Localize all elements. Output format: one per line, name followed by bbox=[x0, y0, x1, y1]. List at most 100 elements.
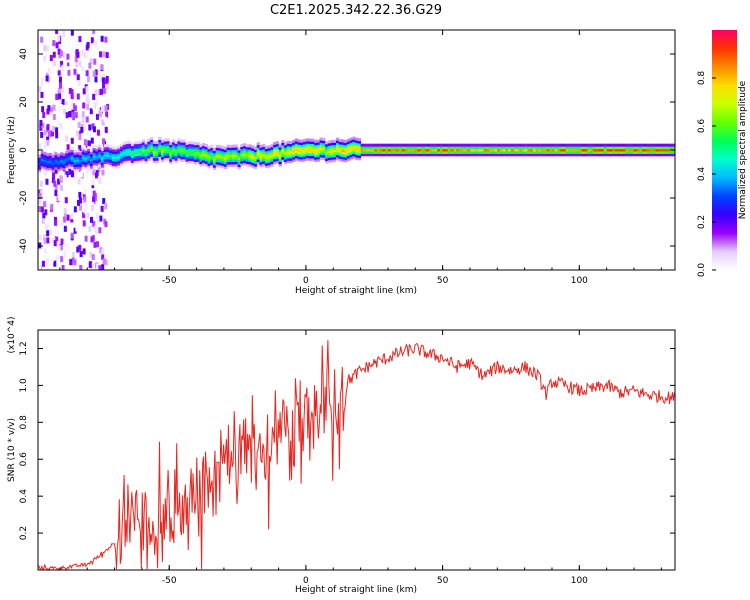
spectrogram-ridge-cell bbox=[620, 146, 624, 150]
spectrogram-ridge-cell bbox=[237, 166, 241, 170]
spectrogram-ridge-cell bbox=[505, 148, 509, 152]
spectrogram-ridge-cell bbox=[174, 152, 178, 156]
spectrogram-ridge-cell bbox=[330, 144, 334, 148]
spectrogram-ridge-cell bbox=[243, 143, 247, 147]
spectrogram-ridge-cell bbox=[221, 146, 225, 150]
spectrogram-ridge-cell bbox=[453, 146, 457, 150]
spectrogram-ridge-cell bbox=[379, 143, 383, 147]
spectrogram-noise-cell bbox=[100, 248, 104, 255]
spectrogram-ridge-cell bbox=[98, 146, 102, 150]
spectrogram-ridge-cell bbox=[461, 143, 465, 147]
spectrogram-ridge-cell bbox=[152, 155, 157, 159]
spectrogram-ridge-cell bbox=[237, 156, 241, 160]
spectrogram-ridge-cell bbox=[136, 153, 140, 157]
spectrogram-ridge-cell bbox=[169, 141, 173, 145]
spectrogram-ridge-cell bbox=[623, 146, 627, 150]
spectrogram-noise-cell bbox=[88, 62, 92, 69]
spectrogram-ridge-cell bbox=[513, 146, 517, 150]
spectrogram-ridge-cell bbox=[587, 146, 591, 150]
spectrogram-ridge-cell bbox=[286, 143, 290, 147]
spectrogram-ridge-cell bbox=[489, 153, 493, 157]
spectrogram-ridge-cell bbox=[114, 151, 118, 155]
spectrogram-ridge-cell bbox=[169, 144, 173, 148]
spectrogram-noise-cell bbox=[70, 137, 74, 144]
spectrogram-ridge-cell bbox=[130, 147, 135, 151]
spectrogram-ridge-cell bbox=[360, 146, 364, 150]
spectrogram-ridge-cell bbox=[191, 146, 195, 150]
spectrogram-ridge-cell bbox=[439, 153, 444, 157]
spectrogram-noise-cell bbox=[95, 113, 99, 120]
spectrogram-noise-cell bbox=[57, 106, 61, 113]
spectrogram-ridge-cell bbox=[628, 150, 632, 154]
spectrogram-ridge-cell bbox=[527, 150, 531, 154]
spectrogram-ridge-cell bbox=[549, 150, 553, 154]
spectrogram-ridge-cell bbox=[297, 148, 301, 152]
spectrogram-xtick-label: 0 bbox=[303, 276, 309, 286]
spectrogram-noise-cell bbox=[104, 105, 108, 112]
spectrogram-ridge-cell bbox=[215, 147, 219, 151]
spectrogram-ridge-cell bbox=[636, 148, 640, 152]
spectrogram-ridge-cell bbox=[314, 151, 318, 155]
spectrogram-ridge-cell bbox=[377, 153, 381, 157]
spectrogram-ridge-cell bbox=[62, 167, 66, 171]
spectrogram-ridge-cell bbox=[202, 143, 206, 147]
spectrogram-noise-cell bbox=[100, 105, 104, 112]
spectrogram-ridge-cell bbox=[166, 150, 170, 154]
spectrogram-ridge-cell bbox=[207, 155, 211, 159]
spectrogram-noise-cell bbox=[68, 87, 72, 94]
spectrogram-ridge-cell bbox=[541, 148, 545, 152]
spectrogram-ridge-cell bbox=[256, 154, 260, 158]
spectrogram-noise-cell bbox=[61, 265, 65, 270]
spectrogram-ridge-cell bbox=[120, 160, 124, 164]
spectrogram-ridge-cell bbox=[163, 145, 167, 149]
spectrogram-ridge-cell bbox=[300, 142, 304, 146]
spectrogram-ridge-cell bbox=[590, 146, 594, 150]
spectrogram-ridge-cell bbox=[546, 148, 550, 152]
spectrogram-ridge-cell bbox=[70, 149, 75, 153]
spectrogram-ridge-cell bbox=[218, 152, 222, 156]
spectrogram-ridge-cell bbox=[576, 146, 580, 150]
spectrogram-ridge-cell bbox=[642, 146, 646, 150]
spectrogram-ridge-cell bbox=[95, 155, 99, 159]
spectrogram-noise-cell bbox=[94, 69, 98, 76]
spectrogram-ridge-cell bbox=[264, 165, 269, 169]
spectrogram-noise-cell bbox=[102, 258, 106, 265]
spectrogram-ridge-cell bbox=[98, 144, 102, 148]
spectrogram-ridge-cell bbox=[469, 150, 474, 154]
spectrogram-ridge-cell bbox=[273, 149, 277, 153]
spectrogram-ridge-cell bbox=[592, 143, 597, 147]
spectrogram-noise-cell bbox=[82, 212, 86, 219]
spectrogram-noise-cell bbox=[46, 108, 50, 115]
spectrogram-noise-cell bbox=[51, 237, 55, 244]
spectrogram-ridge-cell bbox=[379, 153, 383, 157]
spectrogram-ridge-cell bbox=[245, 163, 249, 167]
spectrogram-ridge-cell bbox=[188, 145, 192, 149]
spectrogram-ridge-cell bbox=[202, 150, 206, 154]
spectrogram-ridge-cell bbox=[494, 153, 498, 157]
spectrogram-noise-cell bbox=[54, 184, 58, 191]
spectrogram-ridge-cell bbox=[79, 161, 83, 165]
spectrogram-ridge-cell bbox=[267, 147, 271, 151]
spectrogram-noise-cell bbox=[87, 76, 91, 83]
spectrogram-ridge-cell bbox=[461, 153, 465, 157]
spectrogram-ridge-cell bbox=[144, 150, 148, 154]
spectrogram-ridge-cell bbox=[418, 153, 422, 157]
spectrogram-ridge-cell bbox=[147, 153, 151, 157]
spectrogram-ridge-cell bbox=[322, 147, 326, 151]
spectrogram-ridge-cell bbox=[38, 159, 42, 163]
spectrogram-ridge-cell bbox=[316, 156, 321, 160]
spectrogram-ridge-cell bbox=[232, 156, 236, 160]
spectrogram-ridge-cell bbox=[191, 155, 195, 159]
spectrogram-ridge-cell bbox=[106, 158, 110, 162]
spectrogram-ridge-cell bbox=[248, 151, 252, 155]
spectrogram-ridge-cell bbox=[623, 153, 627, 157]
spectrogram-ridge-cell bbox=[322, 142, 326, 146]
spectrogram-ridge-cell bbox=[445, 148, 449, 152]
spectrogram-ridge-cell bbox=[535, 148, 539, 152]
spectrogram-ridge-cell bbox=[415, 150, 419, 154]
spectrogram-ridge-cell bbox=[147, 141, 151, 145]
spectrogram-ridge-cell bbox=[664, 153, 668, 157]
spectrogram-ridge-cell bbox=[584, 148, 588, 152]
spectrogram-ridge-cell bbox=[371, 143, 375, 147]
spectrogram-ridge-cell bbox=[308, 145, 312, 149]
